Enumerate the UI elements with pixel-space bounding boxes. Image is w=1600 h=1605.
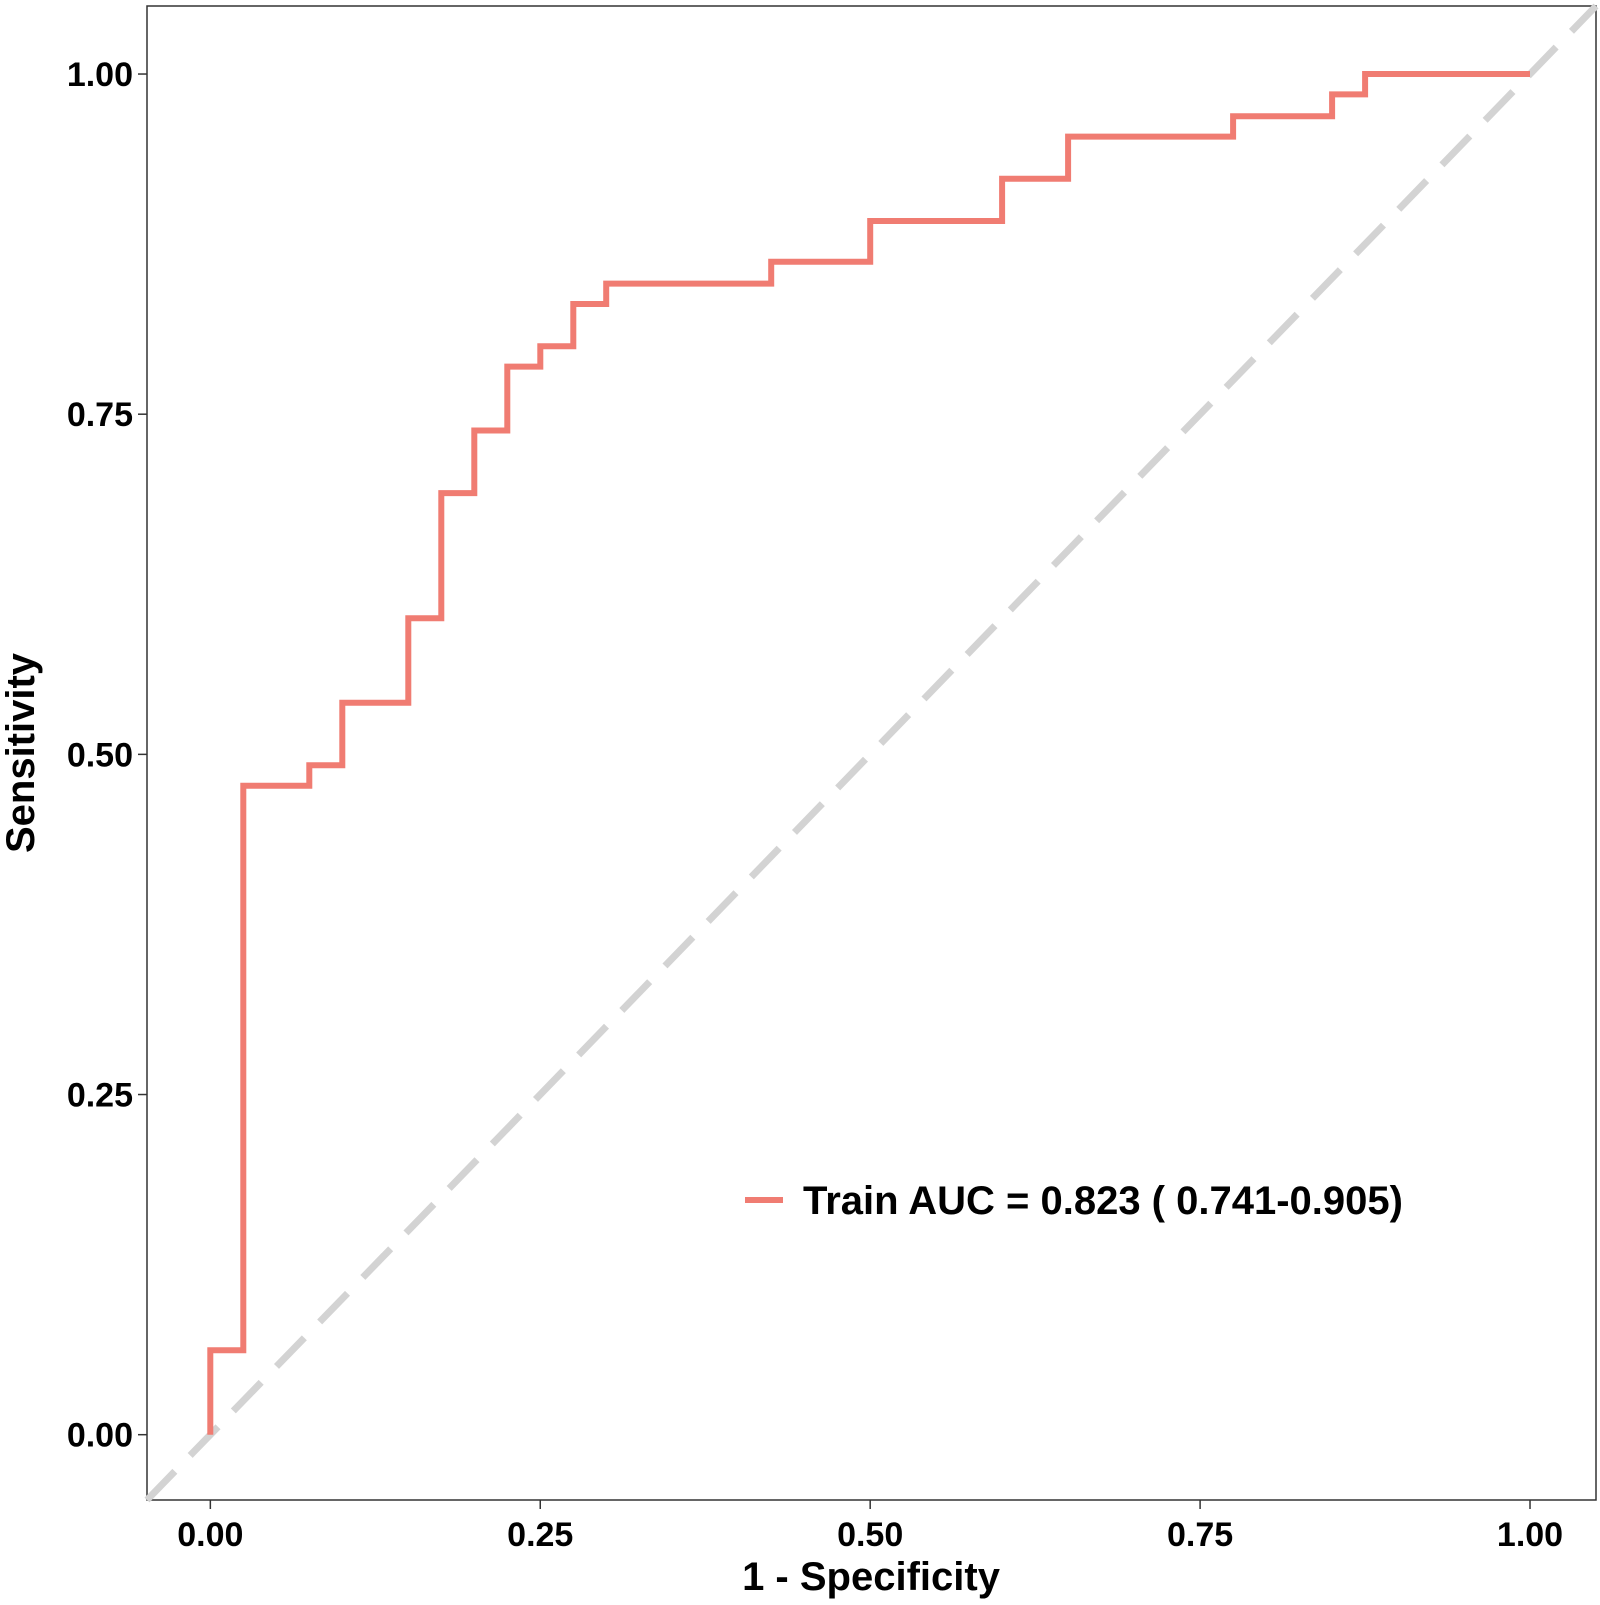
y-tick-label: 0.00 <box>67 1417 133 1455</box>
roc-curve-train <box>207 71 1530 1435</box>
x-tick-label: 0.25 <box>507 1516 573 1554</box>
x-tick-label: 0.50 <box>837 1516 903 1554</box>
legend-label-train: Train AUC = 0.823 ( 0.741-0.905) <box>803 1179 1403 1223</box>
y-tick-label: 0.25 <box>67 1077 133 1115</box>
y-axis-title: Sensitivity <box>0 652 43 853</box>
legend: Train AUC = 0.823 ( 0.741-0.905) <box>745 1179 1403 1223</box>
x-tick-label: 0.75 <box>1167 1516 1233 1554</box>
x-tick-label: 0.00 <box>177 1516 243 1554</box>
y-tick-label: 0.75 <box>67 396 133 434</box>
x-axis-title: 1 - Specificity <box>742 1555 1001 1599</box>
x-axis-ticks: 0.00 0.25 0.50 0.75 1.00 <box>177 1500 1563 1554</box>
y-axis-ticks: 0.00 0.25 0.50 0.75 1.00 <box>67 56 147 1455</box>
x-tick-label: 1.00 <box>1497 1516 1563 1554</box>
y-tick-label: 0.50 <box>67 736 133 774</box>
plot-panel-border <box>146 5 1597 1501</box>
reference-diagonal-line <box>144 3 1599 1503</box>
y-tick-label: 1.00 <box>67 56 133 94</box>
